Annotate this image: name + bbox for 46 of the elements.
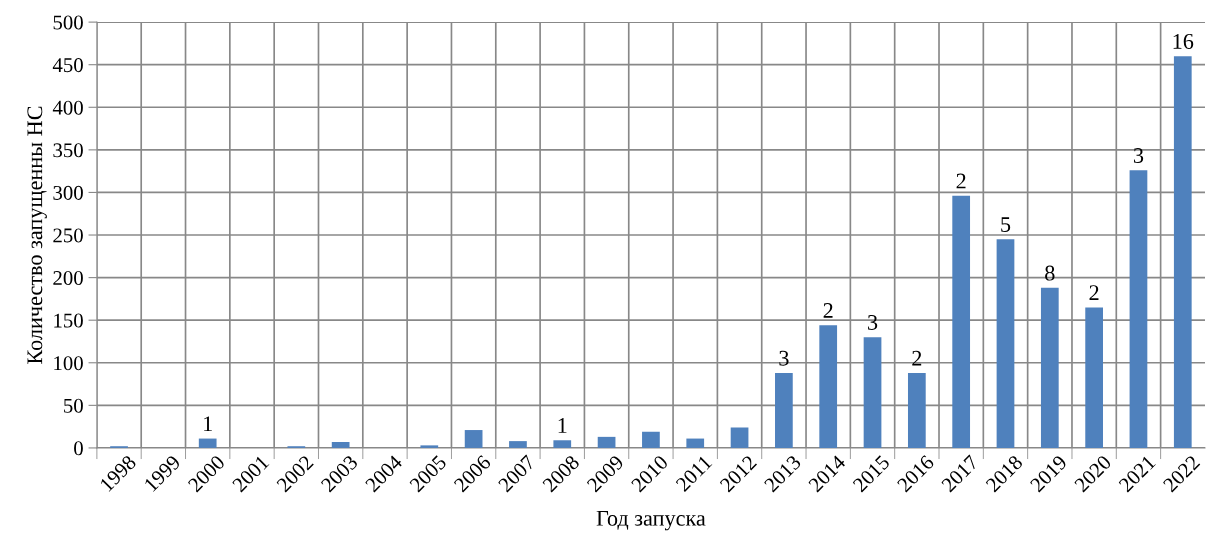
bar <box>775 372 793 448</box>
bar <box>952 195 971 448</box>
bar <box>730 427 749 448</box>
y-tick-label: 250 <box>53 228 83 243</box>
annotation: 3 <box>1133 148 1144 164</box>
bar <box>863 337 882 448</box>
bar <box>996 239 1015 448</box>
y-axis-title: Количество запущенны НС <box>27 106 47 364</box>
bar <box>331 441 350 448</box>
y-tick-label: 450 <box>52 58 83 73</box>
y-tick-label: 350 <box>53 143 83 158</box>
annotation: 2 <box>956 173 966 189</box>
bar <box>1129 170 1148 448</box>
y-tick-label: 150 <box>54 313 83 328</box>
y-tick-label: 100 <box>54 356 83 371</box>
bar <box>597 436 616 448</box>
annotation: 3 <box>779 350 789 366</box>
bar <box>198 438 217 448</box>
bar <box>1085 307 1103 448</box>
bar <box>907 372 926 448</box>
annotation: 2 <box>912 350 922 366</box>
annotation: 5 <box>1001 217 1011 232</box>
y-tick-label: 400 <box>52 100 83 115</box>
y-tick-label: 50 <box>64 398 83 413</box>
bar <box>819 325 838 448</box>
y-tick-label: 500 <box>53 15 83 30</box>
y-tick-label: 300 <box>53 185 83 200</box>
bar <box>464 430 483 448</box>
annotation: 3 <box>868 314 878 330</box>
annotation: 2 <box>1089 285 1099 300</box>
bar <box>1040 287 1059 448</box>
bar <box>686 438 705 448</box>
annotation: 8 <box>1045 265 1055 281</box>
bar <box>1173 56 1192 448</box>
x-axis-title: Год запуска <box>596 511 706 531</box>
y-tick-label: 200 <box>53 270 83 286</box>
annotation: 1 <box>204 416 212 432</box>
bar <box>420 445 439 448</box>
bar <box>509 441 527 448</box>
y-tick-label: 0 <box>74 441 83 456</box>
annotation: 16 <box>1173 33 1194 49</box>
bar <box>553 440 572 448</box>
annotation: 1 <box>558 418 567 433</box>
annotation: 2 <box>823 303 833 318</box>
x-tick-label: 2011 <box>675 454 713 493</box>
bar <box>642 431 660 448</box>
